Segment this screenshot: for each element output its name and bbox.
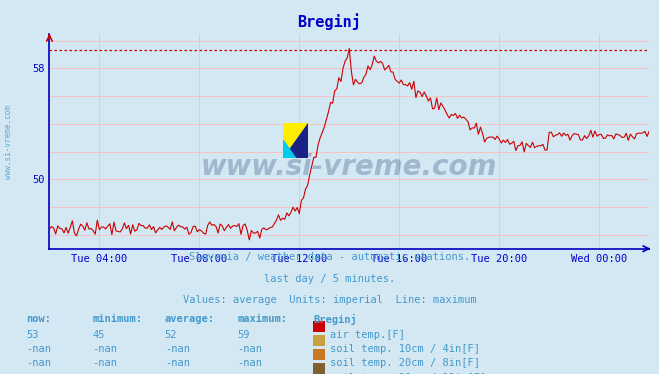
Text: last day / 5 minutes.: last day / 5 minutes.: [264, 274, 395, 284]
Text: -nan: -nan: [165, 344, 190, 354]
Text: -nan: -nan: [26, 358, 51, 368]
Text: minimum:: minimum:: [92, 314, 142, 324]
Text: www.si-vreme.com: www.si-vreme.com: [201, 153, 498, 181]
Text: soil temp. 30cm / 12in[F]: soil temp. 30cm / 12in[F]: [330, 373, 486, 374]
Text: -nan: -nan: [165, 358, 190, 368]
Text: 52: 52: [165, 330, 177, 340]
Text: -nan: -nan: [237, 344, 262, 354]
Text: -nan: -nan: [92, 358, 117, 368]
Text: -nan: -nan: [26, 373, 51, 374]
Text: average:: average:: [165, 314, 215, 324]
Text: -nan: -nan: [165, 373, 190, 374]
Text: 53: 53: [26, 330, 39, 340]
Polygon shape: [283, 123, 308, 159]
Text: now:: now:: [26, 314, 51, 324]
Text: -nan: -nan: [92, 344, 117, 354]
Polygon shape: [283, 123, 308, 159]
Text: -nan: -nan: [237, 373, 262, 374]
Text: soil temp. 10cm / 4in[F]: soil temp. 10cm / 4in[F]: [330, 344, 480, 354]
Polygon shape: [283, 141, 296, 159]
Polygon shape: [283, 141, 296, 159]
Text: 45: 45: [92, 330, 105, 340]
Text: Breginj: Breginj: [313, 314, 357, 325]
Text: -nan: -nan: [92, 373, 117, 374]
Text: air temp.[F]: air temp.[F]: [330, 330, 405, 340]
Text: Breginj: Breginj: [298, 13, 361, 30]
Text: www.si-vreme.com: www.si-vreme.com: [4, 105, 13, 179]
Text: -nan: -nan: [26, 344, 51, 354]
Text: maximum:: maximum:: [237, 314, 287, 324]
Text: Values: average  Units: imperial  Line: maximum: Values: average Units: imperial Line: ma…: [183, 295, 476, 305]
Text: -nan: -nan: [237, 358, 262, 368]
Text: soil temp. 20cm / 8in[F]: soil temp. 20cm / 8in[F]: [330, 358, 480, 368]
Text: Slovenia / weather data - automatic stations.: Slovenia / weather data - automatic stat…: [189, 252, 470, 263]
Text: 59: 59: [237, 330, 250, 340]
